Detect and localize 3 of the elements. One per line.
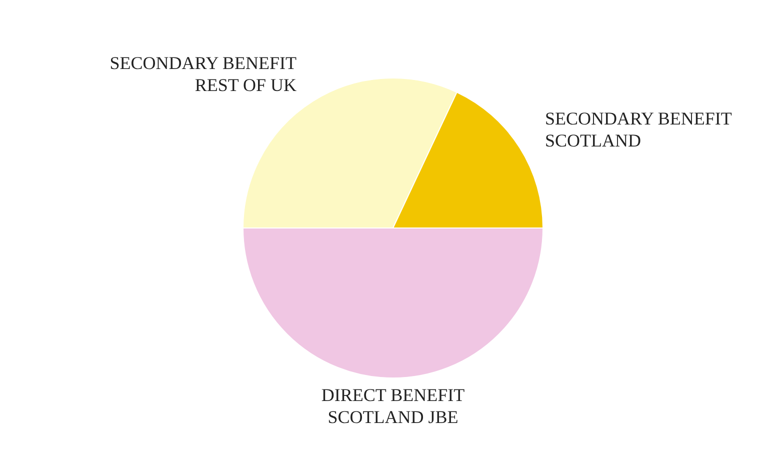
slice-label: SECONDARY BENEFIT REST OF UK: [110, 53, 297, 96]
slice-label: SECONDARY BENEFIT SCOTLAND: [544, 108, 732, 151]
slice-label: DIRECT BENEFIT SCOTLAND JBE: [321, 385, 465, 428]
